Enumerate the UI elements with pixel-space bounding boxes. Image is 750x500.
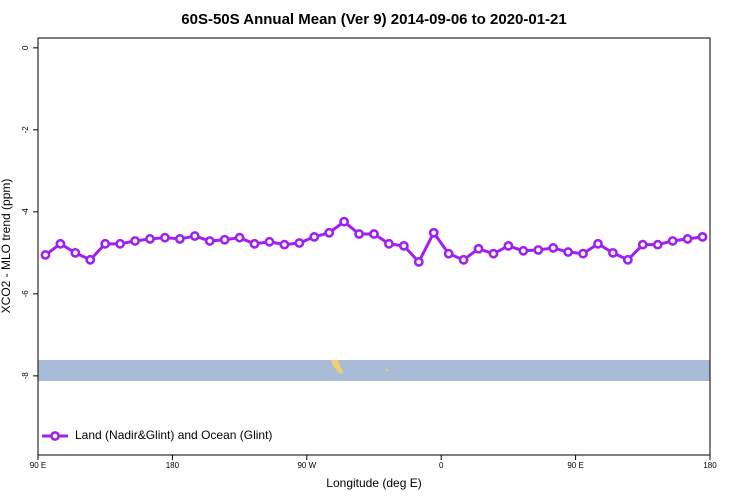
data-point	[637, 239, 648, 250]
y-tick-label: 0	[21, 45, 30, 50]
plot-frame	[37, 37, 711, 456]
data-point	[652, 239, 663, 250]
chart-title: 60S-50S Annual Mean (Ver 9) 2014-09-06 t…	[181, 11, 566, 28]
x-tick-label: 180	[166, 461, 180, 470]
data-point	[413, 256, 424, 267]
data-point	[578, 248, 588, 259]
data-point	[279, 239, 290, 250]
data-point	[518, 245, 529, 256]
data-point	[174, 234, 185, 244]
data-point	[204, 236, 215, 246]
data-point	[354, 229, 364, 239]
x-tick-label: 0	[439, 461, 444, 470]
data-point	[219, 234, 230, 245]
data-point	[55, 238, 66, 249]
y-axis-label: XCO2 - MLO trend (ppm)	[0, 179, 13, 314]
data-point	[398, 240, 409, 251]
data-point	[85, 254, 96, 265]
x-tick-label: 180	[703, 461, 717, 470]
x-tick-label: 90 E	[30, 461, 46, 470]
y-tick-label: -4	[21, 208, 30, 216]
data-point	[622, 254, 633, 265]
data-point	[384, 238, 394, 249]
data-point	[339, 216, 350, 227]
data-point	[324, 227, 335, 238]
x-tick-label: 90 W	[297, 461, 316, 470]
x-axis-label: Longitude (deg E)	[326, 476, 421, 490]
data-point	[189, 231, 200, 241]
data-point	[458, 254, 469, 265]
data-point	[145, 234, 155, 244]
data-point	[443, 248, 454, 259]
data-point	[369, 229, 379, 239]
data-point	[667, 236, 678, 246]
data-point	[249, 238, 260, 249]
data-point	[563, 247, 574, 257]
land-shape	[386, 369, 388, 371]
land-shape	[331, 360, 344, 374]
x-tick-label: 90 E	[567, 461, 583, 470]
data-point	[488, 248, 499, 259]
data-point	[100, 238, 111, 249]
data-point	[234, 232, 245, 243]
y-tick-label: -8	[21, 372, 30, 380]
data-point	[593, 238, 603, 249]
y-tick-label: -6	[21, 290, 30, 298]
data-point	[548, 243, 559, 253]
data-point	[40, 250, 51, 260]
data-point	[70, 247, 81, 258]
y-tick-label: -2	[21, 126, 30, 134]
data-point	[473, 243, 484, 254]
data-point	[697, 231, 708, 242]
map-strip	[38, 360, 710, 381]
legend-marker	[50, 431, 60, 441]
data-point	[264, 236, 275, 247]
data-point	[503, 240, 514, 251]
data-point	[428, 227, 439, 238]
data-point	[130, 236, 140, 246]
data-point	[309, 231, 320, 242]
data-point	[682, 234, 693, 244]
data-point	[533, 245, 544, 255]
legend-label: Land (Nadir&Glint) and Ocean (Glint)	[75, 428, 272, 442]
data-point	[294, 238, 305, 248]
data-point	[608, 247, 618, 258]
data-point	[115, 238, 126, 249]
data-point	[160, 232, 170, 243]
